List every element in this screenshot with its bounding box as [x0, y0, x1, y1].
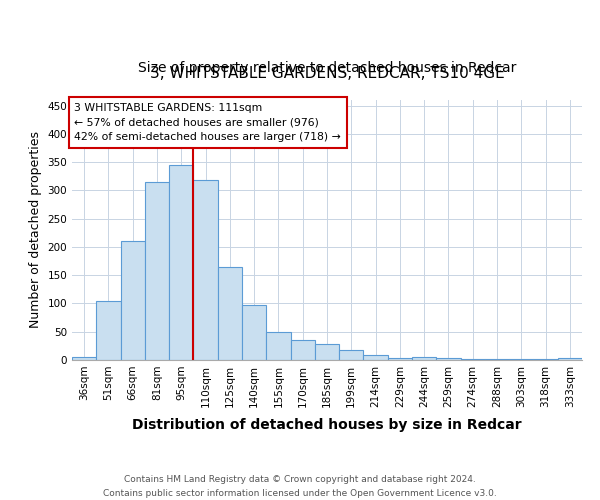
Bar: [412, 357, 436, 360]
Bar: [169, 165, 193, 360]
Bar: [290, 340, 315, 360]
Text: 3, WHITSTABLE GARDENS, REDCAR, TS10 4GE: 3, WHITSTABLE GARDENS, REDCAR, TS10 4GE: [149, 66, 505, 81]
Text: Contains HM Land Registry data © Crown copyright and database right 2024.
Contai: Contains HM Land Registry data © Crown c…: [103, 476, 497, 498]
Bar: [121, 242, 145, 360]
Bar: [242, 305, 266, 360]
Bar: [388, 358, 412, 360]
Bar: [193, 180, 218, 360]
Bar: [218, 266, 242, 360]
Bar: [145, 182, 169, 360]
Bar: [72, 356, 96, 360]
Bar: [558, 358, 582, 360]
Bar: [266, 332, 290, 360]
Bar: [96, 300, 121, 360]
Bar: [364, 355, 388, 360]
Bar: [315, 344, 339, 360]
Y-axis label: Number of detached properties: Number of detached properties: [29, 132, 42, 328]
Bar: [339, 350, 364, 360]
Title: Size of property relative to detached houses in Redcar: Size of property relative to detached ho…: [138, 61, 516, 75]
Bar: [436, 358, 461, 360]
Text: 3 WHITSTABLE GARDENS: 111sqm
← 57% of detached houses are smaller (976)
42% of s: 3 WHITSTABLE GARDENS: 111sqm ← 57% of de…: [74, 103, 341, 142]
X-axis label: Distribution of detached houses by size in Redcar: Distribution of detached houses by size …: [132, 418, 522, 432]
